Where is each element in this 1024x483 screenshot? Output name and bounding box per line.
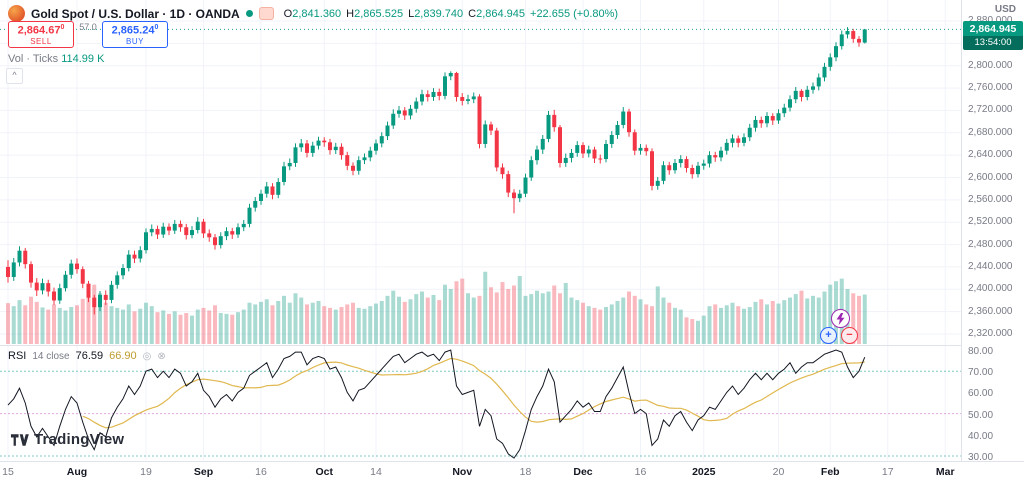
price-scale[interactable]: USD 2,880.0002,840.0002,800.0002,760.000… <box>961 0 1024 463</box>
volume-value: 114.99 K <box>61 53 105 65</box>
price-axis-label: 2,320.000 <box>968 328 1013 339</box>
time-axis-tick: 19 <box>140 466 152 478</box>
quick-trade-lightning-button[interactable] <box>831 309 850 328</box>
buy-price: 2,865.24 <box>111 24 155 37</box>
trade-widget: 2,864.670 SELL 57.0 2,865.240 BUY <box>8 21 168 49</box>
time-axis-tick: 16 <box>634 466 647 478</box>
open-label: O <box>283 7 293 20</box>
time-axis-tick: 15 <box>2 466 14 478</box>
time-axis-tick: 18 <box>519 466 532 478</box>
time-axis-tick: 17 <box>881 466 894 478</box>
rsi-axis-label: 50.00 <box>968 409 994 421</box>
time-axis-tick: Dec <box>573 466 593 478</box>
last-price-badge[interactable]: 2,864.945 13:54:00 <box>963 21 1023 51</box>
main-price-pane[interactable] <box>0 0 961 345</box>
quick-buy-bubble[interactable]: + <box>820 327 837 344</box>
rsi-axis-label: 80.00 <box>968 346 994 357</box>
rsi-axis-label: 40.00 <box>968 430 994 442</box>
symbol-flag-icon[interactable] <box>258 7 274 20</box>
time-axis-tick: Feb <box>820 466 840 478</box>
tradingview-wordmark: TradingView <box>34 431 125 448</box>
change-value: +22.655 (+0.80%) <box>530 7 619 20</box>
sell-button[interactable]: 2,864.670 SELL <box>8 21 74 49</box>
tradingview-logo[interactable]: TradingView <box>10 431 124 448</box>
price-axis-label: 2,800.000 <box>968 59 1013 71</box>
price-axis-label: 2,360.000 <box>968 305 1013 317</box>
price-axis-label: 2,560.000 <box>968 193 1013 205</box>
minus-icon: − <box>846 329 853 341</box>
symbol-title[interactable]: Gold Spot / U.S. Dollar · 1D · OANDA <box>31 6 240 21</box>
price-axis-label: 2,880.000 <box>968 15 1013 26</box>
buy-button[interactable]: 2,865.240 BUY <box>102 21 168 49</box>
rsi-visibility-icon[interactable]: ◎ <box>142 350 152 362</box>
buy-label: BUY <box>126 37 144 47</box>
open-value: 2,841.360 <box>292 7 342 20</box>
time-axis-tick: Nov <box>452 466 473 478</box>
symbol-legend: Gold Spot / U.S. Dollar · 1D · OANDA O2,… <box>8 5 618 22</box>
price-axis-label: 2,640.000 <box>968 149 1013 161</box>
time-axis-tick: 16 <box>255 466 267 478</box>
price-axis-label: 2,760.000 <box>968 82 1013 94</box>
high-label: H <box>346 7 355 20</box>
price-axis-label: 2,480.000 <box>968 238 1013 250</box>
rsi-params: 14 close <box>32 350 70 362</box>
low-label: L <box>408 7 415 20</box>
buy-price-sup: 0 <box>154 24 159 31</box>
ohlc-readout: O2,841.360 H2,865.525 L2,839.740 C2,864.… <box>284 8 618 20</box>
time-axis-tick: 14 <box>370 466 382 478</box>
time-axis-tick: Sep <box>193 466 214 478</box>
price-axis-label: 2,400.000 <box>968 283 1013 295</box>
rsi-smoothing-value: 66.90 <box>109 350 137 362</box>
volume-legend: Vol · Ticks 114.99 K <box>8 53 104 65</box>
time-axis-tick: Mar <box>935 466 955 478</box>
tradingview-logo-icon <box>10 433 29 446</box>
rsi-axis-label: 70.00 <box>968 367 994 379</box>
rsi-settings-icon[interactable]: ⊗ <box>157 350 166 362</box>
rsi-pane[interactable] <box>0 346 961 460</box>
time-axis-tick: 2025 <box>692 466 716 478</box>
currency-label: USD <box>994 4 1016 15</box>
pane-divider-handle[interactable] <box>0 345 961 346</box>
spread-value: 57.0 <box>79 22 97 32</box>
sell-price: 2,864.67 <box>17 24 61 37</box>
close-label: C <box>468 7 477 20</box>
price-axis-label: 2,680.000 <box>968 126 1013 138</box>
price-axis-label: 2,600.000 <box>968 171 1013 183</box>
rsi-legend: RSI 14 close 76.59 66.90 ◎ ⊗ <box>8 350 166 362</box>
volume-label: Vol · Ticks <box>8 53 59 65</box>
legend-collapse-button[interactable]: ^ <box>6 68 23 84</box>
price-axis-label: 2,720.000 <box>968 104 1013 116</box>
low-value: 2,839.740 <box>414 7 464 20</box>
rsi-axis-label: 60.00 <box>968 388 994 400</box>
lightning-icon <box>836 312 845 325</box>
plus-icon: + <box>825 329 832 341</box>
time-axis-tick: Aug <box>66 466 88 478</box>
last-price-value: 2,864.945 <box>963 21 1023 37</box>
high-value: 2,865.525 <box>354 7 404 20</box>
sell-label: SELL <box>30 37 52 47</box>
close-value: 2,864.945 <box>476 7 526 20</box>
rsi-axis-label: 30.00 <box>968 452 994 463</box>
quick-sell-bubble[interactable]: − <box>841 327 858 344</box>
time-axis-tick: 20 <box>772 466 785 478</box>
price-axis-label: 2,440.000 <box>968 260 1013 272</box>
rsi-title[interactable]: RSI <box>8 350 27 362</box>
market-status-icon <box>245 10 253 17</box>
bar-countdown: 13:54:00 <box>963 36 1023 51</box>
rsi-value: 76.59 <box>75 350 104 362</box>
sell-price-sup: 0 <box>60 24 65 31</box>
time-axis-tick: Oct <box>315 466 334 478</box>
price-axis-label: 2,520.000 <box>968 216 1013 228</box>
symbol-logo-icon <box>8 5 25 22</box>
time-scale[interactable]: 15 Aug 19 Sep 16 Oct 14 Nov 18 Dec 16 2025 20 Feb 17 Ma… <box>0 461 1024 483</box>
